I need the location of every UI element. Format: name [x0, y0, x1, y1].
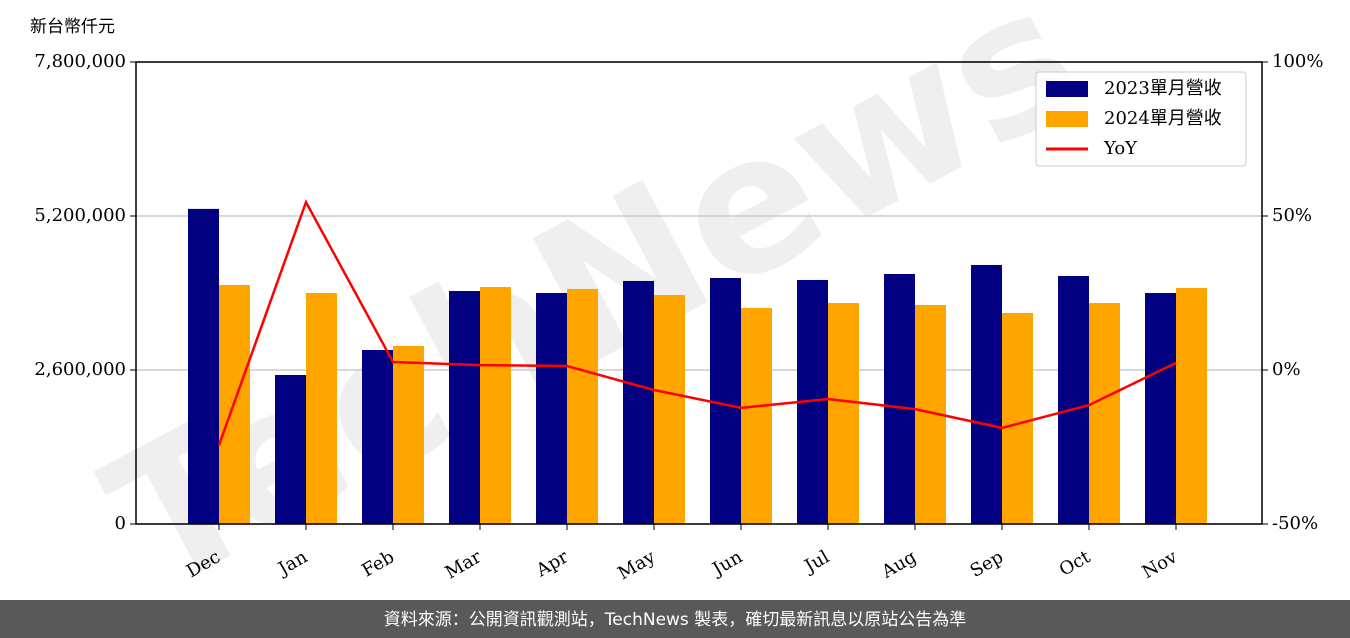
footer-bar	[0, 600, 1350, 638]
y-tick-label: 5,200,000	[34, 205, 126, 226]
bar	[536, 293, 567, 524]
bar	[362, 349, 393, 524]
bar	[275, 374, 306, 524]
bar	[567, 288, 598, 524]
bar	[188, 208, 219, 524]
x-tick-label: Feb	[358, 546, 398, 581]
legend-swatch	[1046, 111, 1088, 127]
x-tick-label: Sep	[967, 546, 1007, 581]
x-tick-label: Jul	[799, 546, 833, 578]
y2-tick-label: 50%	[1272, 205, 1312, 226]
x-tick-label: Mar	[442, 546, 486, 583]
legend-box	[1035, 71, 1247, 167]
legend-label: 2023單月營收	[1104, 78, 1222, 99]
x-tick-label: Oct	[1056, 546, 1095, 581]
bar	[1089, 303, 1120, 524]
line	[217, 199, 1177, 446]
x-tick-label: Jun	[707, 546, 746, 581]
bar	[623, 280, 654, 524]
y-tick-label: 0	[115, 513, 126, 534]
y2-tick-label: 0%	[1272, 359, 1301, 380]
bar	[828, 303, 859, 524]
bar	[480, 287, 511, 524]
x-tick-label: Apr	[532, 546, 572, 581]
x-tick-label: Nov	[1139, 546, 1182, 583]
y-tick-label: 7,800,000	[34, 51, 126, 72]
bar	[971, 264, 1002, 524]
bar	[710, 278, 741, 524]
y-tick-label: 2,600,000	[34, 359, 126, 380]
bar	[741, 307, 772, 524]
bar	[884, 273, 915, 524]
y-axis-unit: 新台幣仟元	[30, 17, 115, 37]
bar	[1058, 276, 1089, 524]
bar	[1002, 313, 1033, 524]
y2-tick-label: 100%	[1272, 51, 1323, 72]
bar	[1176, 288, 1207, 524]
y2-tick-label: -50%	[1272, 513, 1318, 534]
legend-swatch	[1046, 81, 1088, 97]
x-tick-label: Aug	[877, 546, 920, 583]
bar	[654, 295, 685, 524]
bar	[393, 346, 424, 524]
plot-frame	[135, 61, 1263, 525]
legend-label: 2024單月營收	[1104, 108, 1222, 129]
x-tick-label: May	[614, 546, 659, 584]
bar	[306, 293, 337, 524]
bar	[1145, 293, 1176, 524]
bar	[449, 290, 480, 524]
legend-label: YoY	[1103, 138, 1138, 159]
footer-text: 資料來源：公開資訊觀測站，TechNews 製表，確切最新訊息以原站公告為準	[384, 610, 966, 630]
